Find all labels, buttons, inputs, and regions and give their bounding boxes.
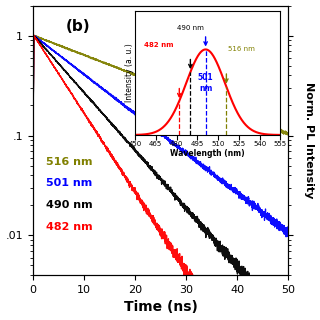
Text: 482 nm: 482 nm <box>46 222 92 232</box>
X-axis label: Time (ns): Time (ns) <box>124 300 197 315</box>
Text: 516 nm: 516 nm <box>46 157 92 167</box>
Text: 501 nm: 501 nm <box>46 179 92 188</box>
Y-axis label: Norm. PL Intensity: Norm. PL Intensity <box>304 82 315 198</box>
Text: 490 nm: 490 nm <box>46 200 92 210</box>
Text: (b): (b) <box>66 19 91 34</box>
